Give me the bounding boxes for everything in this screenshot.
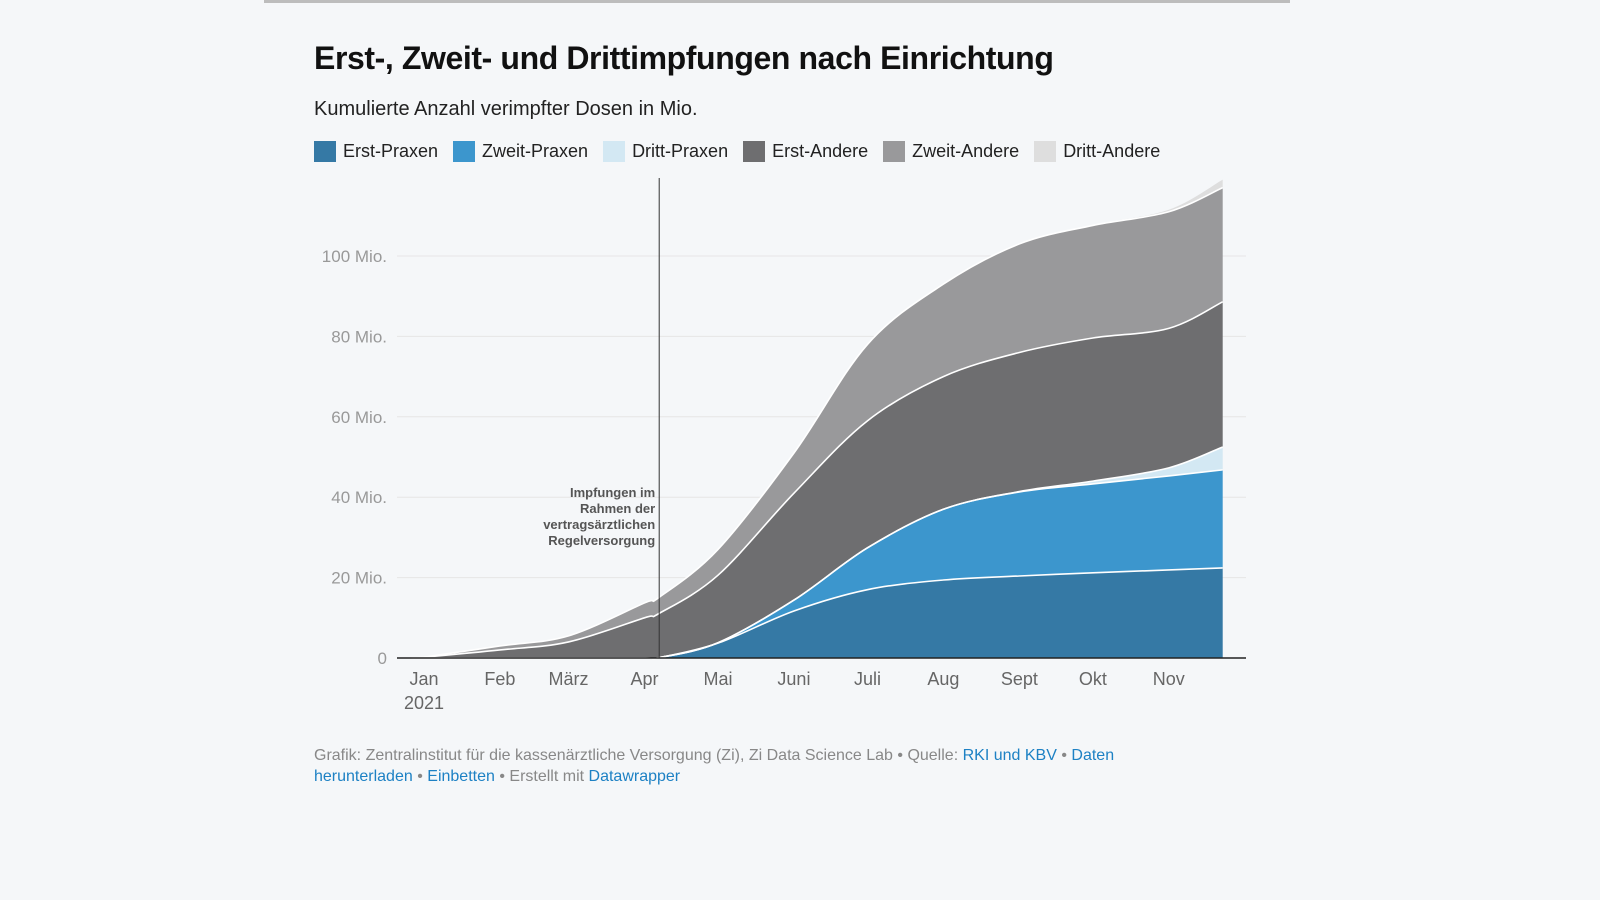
legend: Erst-Praxen Zweit-Praxen Dritt-Praxen Er… (314, 141, 1175, 162)
chart-subtitle: Kumulierte Anzahl verimpfter Dosen in Mi… (314, 98, 698, 120)
y-tick-label: 60 Mio. (331, 408, 387, 427)
x-axis: Jan 2021 Feb März Apr Mai Juni Juli Aug Sept Okt No… (397, 657, 1246, 713)
y-tick-label: 100 Mio. (322, 247, 387, 266)
annotation-text: vertragsärztlichen (543, 517, 655, 532)
x-tick-label: Apr (630, 669, 658, 689)
area-erst-praxen (411, 567, 1223, 659)
edge-zweit-andere (411, 186, 1224, 660)
legend-swatch (314, 141, 336, 162)
legend-item-erst-praxen: Erst-Praxen (314, 141, 438, 162)
source-link[interactable]: RKI und KBV (962, 747, 1057, 764)
area-zweit-praxen (411, 469, 1223, 659)
legend-swatch (603, 141, 626, 162)
embed-link[interactable]: Einbetten (427, 768, 495, 785)
legend-label: Dritt-Andere (1063, 141, 1161, 161)
y-tick-label: 0 (378, 649, 387, 668)
area-layers (411, 179, 1223, 659)
separator: • (499, 768, 505, 785)
legend-item-dritt-andere: Dritt-Andere (1034, 141, 1160, 162)
annotation-text: Rahmen der (580, 501, 655, 516)
download-data-link[interactable]: Daten herunterladen (314, 747, 1115, 785)
legend-swatch (1034, 141, 1057, 162)
y-tick-label: 20 Mio. (331, 569, 387, 588)
stacked-area-chart: 0 20 Mio. 40 Mio. 60 Mio. 80 Mio. 100 Mio. Ja… (322, 178, 1246, 713)
area-zweit-andere (411, 187, 1223, 659)
x-tick-label: Jan 2021 (404, 669, 444, 713)
legend-label: Erst-Praxen (343, 141, 439, 161)
legend-item-dritt-praxen: Dritt-Praxen (603, 141, 728, 162)
legend-swatch (743, 141, 766, 162)
legend-swatch (453, 141, 476, 162)
y-tick-label: 40 Mio. (331, 488, 387, 507)
y-tick-label: 80 Mio. (331, 327, 387, 346)
legend-label: Zweit-Praxen (482, 141, 589, 161)
x-tick-label: Nov (1153, 669, 1185, 689)
legend-item-erst-andere: Erst-Andere (743, 141, 868, 162)
x-tick-label: Juni (777, 669, 810, 689)
datawrapper-link[interactable]: Datawrapper (588, 768, 681, 785)
made-with-label: Erstellt mit (509, 768, 585, 785)
x-tick-label: Juli (854, 669, 881, 689)
annotation-text: Regelversorgung (548, 533, 655, 548)
x-tick-label: Aug (927, 669, 959, 689)
separator: • (417, 768, 423, 785)
chart-title: Erst-, Zweit- und Drittimpfungen nach Ei… (314, 40, 1054, 76)
separator: • (897, 747, 903, 764)
x-tick-label: Okt (1079, 669, 1107, 689)
legend-label: Zweit-Andere (912, 141, 1020, 161)
x-tick-label: März (549, 669, 589, 689)
footer: Grafik: Zentralinstitut für die kassenär… (314, 745, 1194, 787)
separator: • (1061, 747, 1067, 764)
x-tick-label: Sept (1001, 669, 1038, 689)
area-erst-andere (411, 301, 1223, 659)
x-tick-label: Feb (484, 669, 515, 689)
annotation-text: Impfungen im (570, 485, 655, 500)
legend-item-zweit-praxen: Zweit-Praxen (453, 141, 588, 162)
edge-erst-andere (411, 301, 1224, 659)
legend-label: Erst-Andere (772, 141, 869, 161)
top-border (264, 0, 1290, 3)
y-axis: 0 20 Mio. 40 Mio. 60 Mio. 80 Mio. 100 Mio. (322, 247, 387, 668)
legend-item-zweit-andere: Zweit-Andere (883, 141, 1019, 162)
source-label: Quelle: (907, 747, 959, 764)
legend-label: Dritt-Praxen (632, 141, 729, 161)
x-tick-label: Mai (703, 669, 732, 689)
legend-swatch (883, 141, 906, 162)
credit-text: Grafik: Zentralinstitut für die kassenär… (314, 747, 893, 764)
